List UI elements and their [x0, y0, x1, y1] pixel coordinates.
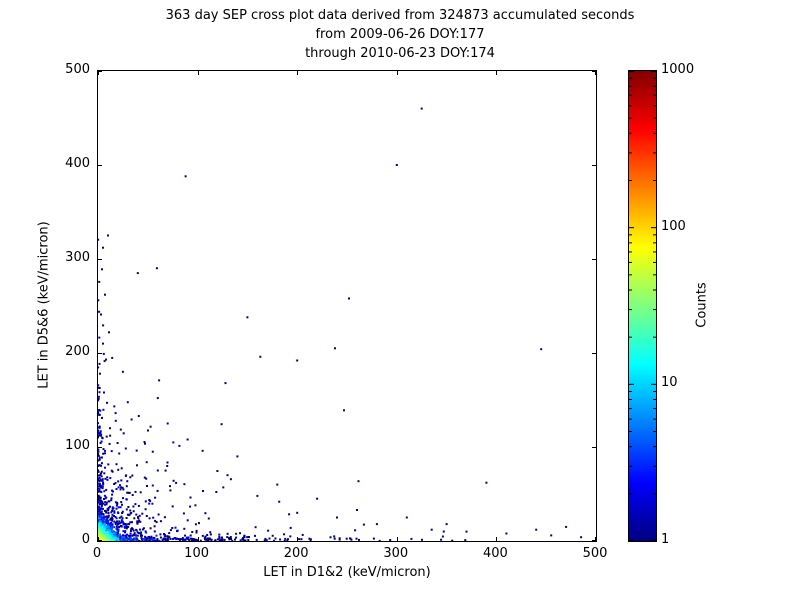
x-tick-label: 400	[482, 546, 508, 561]
y-tick-label: 400	[65, 156, 90, 171]
colorbar-label: Counts	[694, 282, 710, 328]
x-tick-label: 300	[383, 546, 409, 561]
y-tick-label: 100	[65, 438, 90, 453]
x-tick-label: 200	[283, 546, 309, 561]
x-axis-label: LET in D1&2 (keV/micron)	[263, 565, 431, 580]
scatter-points	[98, 71, 596, 541]
title-line-3: through 2010-06-23 DOY:174	[305, 46, 495, 61]
colorbar-ticks	[629, 71, 656, 541]
colorbar-tick-label: 1	[661, 532, 670, 547]
title-line-1: 363 day SEP cross plot data derived from…	[165, 8, 635, 23]
x-tick-label: 100	[184, 546, 209, 561]
y-axis-label: LET in D5&6 (keV/micron)	[36, 221, 52, 389]
plot-area	[97, 70, 597, 542]
colorbar-tick-label: 10	[661, 375, 678, 391]
y-tick-label: 300	[65, 250, 90, 265]
y-tick-label: 500	[65, 62, 90, 77]
chart-title: 363 day SEP cross plot data derived from…	[0, 6, 800, 63]
x-tick-label: 0	[92, 546, 102, 561]
colorbar-tick-label: 1000	[661, 62, 695, 77]
x-tick-label: 500	[582, 546, 608, 561]
colorbar	[628, 70, 657, 542]
y-tick-label: 0	[81, 532, 90, 547]
y-tick-label: 200	[65, 344, 90, 359]
colorbar-tick-label: 100	[661, 218, 686, 234]
title-line-2: from 2009-06-26 DOY:177	[315, 27, 485, 42]
